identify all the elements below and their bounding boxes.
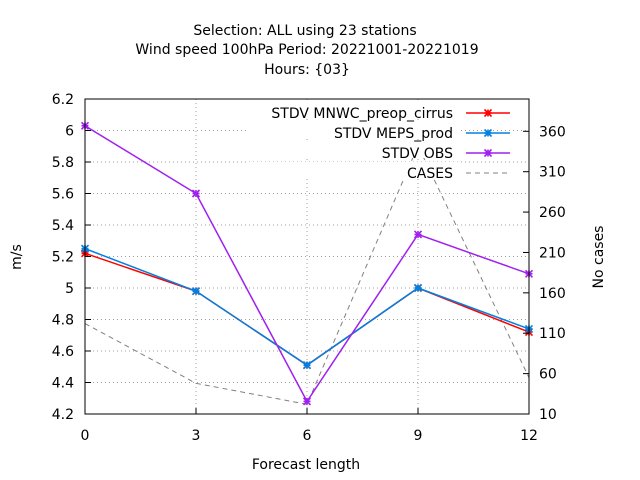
x-tick-label: 9 — [414, 428, 423, 444]
y-tick-label: 4.2 — [52, 407, 74, 423]
x-tick-label: 3 — [192, 428, 201, 444]
y2-axis-label: No cases — [591, 226, 607, 289]
series-line-cases — [84, 144, 530, 405]
y2-tick-label: 310 — [539, 165, 566, 181]
title-line-3: Hours: {03} — [264, 62, 350, 78]
data-point-stdv-obs — [413, 230, 423, 239]
legend-marker-stdv-meps-prod — [483, 128, 493, 138]
y-tick-label: 5.2 — [52, 250, 74, 266]
y2-tick-label: 160 — [539, 286, 566, 302]
y2-axis-ticks: 10 60 110 160 210 260 310 360 — [523, 124, 566, 423]
title-line-1: Selection: ALL using 23 stations — [193, 23, 416, 39]
y-tick-label: 5 — [65, 281, 74, 297]
y-tick-label: 4.6 — [52, 344, 74, 360]
legend-background — [246, 142, 459, 158]
legend-background — [246, 162, 459, 178]
legend-label-stdv-mnwc-preop-cirrus: STDV MNWC_preop_cirrus — [271, 106, 453, 122]
x-tick-label: 12 — [520, 428, 538, 444]
legend-marker-stdv-mnwc-preop-cirrus — [483, 108, 493, 118]
y-tick-label: 4.4 — [52, 376, 74, 392]
legend-label-stdv-obs: STDV OBS — [382, 146, 453, 162]
y2-tick-label: 110 — [539, 326, 566, 342]
y2-tick-label: 210 — [539, 245, 566, 261]
cases-series — [84, 144, 530, 405]
y-tick-label: 6 — [65, 124, 74, 140]
legend-label-cases: CASES — [407, 166, 453, 182]
series-stdv-meps-prod — [80, 244, 534, 370]
legend-label-stdv-meps-prod: STDV MEPS_prod — [334, 126, 453, 142]
y-axis-label: m/s — [9, 244, 25, 270]
legend-background — [246, 102, 459, 118]
data-point-stdv-meps-prod — [413, 283, 423, 293]
y2-tick-label: 60 — [539, 367, 557, 383]
legend: STDV MNWC_preop_cirrus STDV MEPS_prod STDV… — [246, 102, 510, 182]
legend-background — [246, 122, 459, 138]
y-tick-label: 5.8 — [52, 155, 74, 171]
x-tick-label: 0 — [81, 428, 90, 444]
y-tick-label: 5.6 — [52, 187, 74, 203]
data-point-stdv-meps-prod — [302, 361, 312, 370]
x-axis-ticks: 0 3 6 9 12 — [81, 408, 538, 444]
y-tick-label: 5.4 — [52, 218, 74, 234]
data-point-stdv-obs — [302, 397, 312, 406]
x-tick-label: 6 — [303, 428, 312, 444]
data-point-stdv-obs — [191, 189, 201, 198]
y2-tick-label: 260 — [539, 205, 566, 221]
y2-tick-label: 10 — [539, 407, 557, 423]
data-series — [80, 121, 534, 406]
series-line-stdv-mnwc-preop-cirrus — [84, 252, 530, 367]
y-tick-label: 6.2 — [52, 92, 74, 108]
y-tick-label: 4.8 — [52, 313, 74, 329]
data-point-stdv-meps-prod — [191, 287, 201, 296]
title-line-2: Wind speed 100hPa Period: 20221001-20221… — [135, 42, 478, 58]
x-axis-label: Forecast length — [252, 457, 360, 473]
y2-tick-label: 360 — [539, 124, 566, 140]
y-axis-ticks: 4.2 4.4 4.6 4.8 5 5.2 5.4 5.6 5.8 6 6.2 — [52, 92, 91, 423]
legend-marker-stdv-obs — [483, 148, 493, 158]
